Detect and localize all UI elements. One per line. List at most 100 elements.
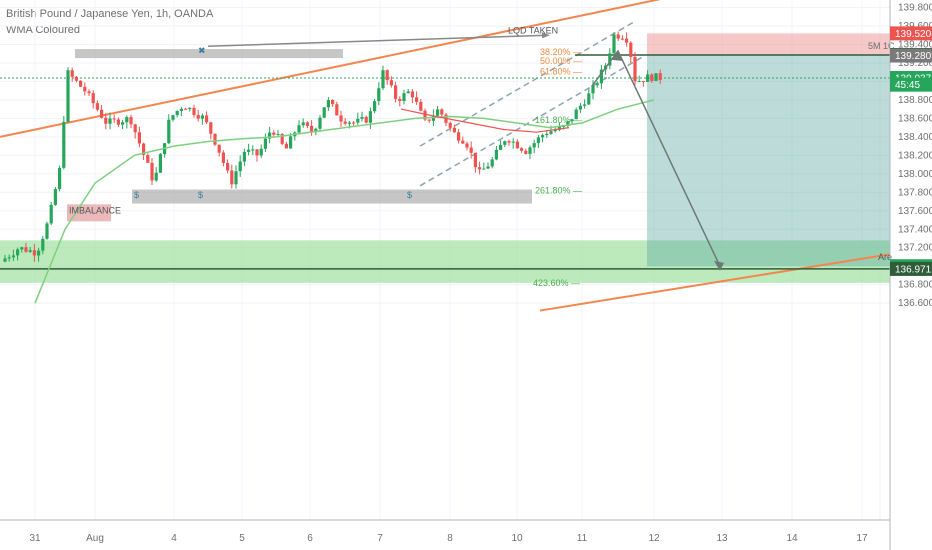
candle-body [272,132,276,135]
candle-body [347,122,351,124]
candle-body [583,104,587,106]
candle-body [62,121,66,168]
dollar-icon: $ [134,190,139,200]
candle-body [436,109,440,116]
zones [0,33,890,283]
candle-body [280,134,284,144]
projection-arrow-head [714,260,724,271]
candle-body [226,162,230,171]
candle-body [314,128,318,133]
candle-body [331,100,335,105]
candle-body [482,168,486,170]
candle-body [7,257,11,259]
candle-body [532,143,536,148]
candle-body [268,132,272,139]
candle-body [494,149,498,160]
candle-body [511,141,515,143]
indicator-label: WMA Coloured [6,24,80,36]
candle-body [284,143,288,149]
candle-body [335,104,339,116]
y-tick-label: 138.600 [898,113,932,124]
candle-body [53,189,57,205]
candle-body [58,167,62,190]
price-label-bg [890,77,932,92]
price-label: 139.280 [895,51,932,62]
candle-body [394,85,398,99]
candle-body [112,118,116,120]
candle-body [465,143,469,148]
candle-body [419,101,423,111]
candle-body [364,116,368,123]
price-label-bg [890,26,932,41]
candle-body [154,172,158,181]
candle-body [83,86,87,92]
price-label: 45:45 [895,80,920,91]
candle-body [79,80,83,87]
chart-title: British Pound / Japanese Yen, 1h, OANDA [6,8,214,20]
candle-body [95,103,99,110]
candle-body [587,93,591,105]
candle-body [146,154,150,163]
candle-body [616,34,620,39]
x-tick-label: 10 [511,533,523,544]
candle-body [74,76,78,81]
candle-body [490,159,494,167]
candle-body [91,93,95,104]
candle-body [415,97,419,102]
candle-body [108,118,112,124]
candle-body [137,132,141,144]
lqd-label: LQD TAKEN [508,25,558,35]
candle-body [184,108,188,110]
x-tick-label: 31 [29,533,41,544]
ma-green-line [34,99,655,304]
channel-upper [419,20,636,147]
candle-body [242,151,246,162]
x-axis[interactable]: 31 Aug 4 5 6 7 8 10 11 12 13 14 17 [0,519,890,544]
candle-body [402,93,406,102]
candle-body [524,150,528,154]
price-label: 136.971 [895,264,932,275]
liquidity-zone [132,189,532,204]
candle-body [318,117,322,129]
y-tick-label: 137.600 [898,206,932,217]
area-label: Are [878,252,892,262]
candle-body [49,204,53,224]
candle-body [629,42,633,57]
candle-body [100,109,104,118]
candle-body [142,143,146,155]
candle-body [591,85,595,94]
candle-body [385,70,389,81]
fib-level-label: 423.60% — [533,278,580,288]
candle-body [234,171,238,185]
candle-body [196,114,200,119]
fib-level-label: 61.80% — [540,66,582,76]
candle-body [11,255,15,258]
candle-body [150,162,154,181]
y-tick-label: 138.000 [898,169,932,180]
candle-body [310,125,314,133]
y-axis[interactable]: 139.800139.600139.400139.200139.000138.8… [889,0,932,550]
candle-body [209,122,213,134]
y-tick-label: 136.600 [898,298,932,309]
candle-body [486,166,490,169]
candle-body [440,109,444,115]
channel-lower [419,54,646,187]
candle-body [322,107,326,118]
candle-body [578,105,582,110]
candle-body [406,91,410,94]
candle-body [238,161,242,172]
candle-body [562,126,566,128]
candle-body [305,122,309,126]
candle-body [515,141,519,149]
candle-body [179,108,183,111]
candle-body [247,149,251,152]
candle-body [251,149,255,151]
candle-body [536,137,540,144]
candle-body [343,121,347,124]
candle-body [637,81,641,83]
candle-body [289,136,293,149]
candle-body [356,118,360,123]
candle-body [66,70,70,122]
candle-body [360,116,364,119]
